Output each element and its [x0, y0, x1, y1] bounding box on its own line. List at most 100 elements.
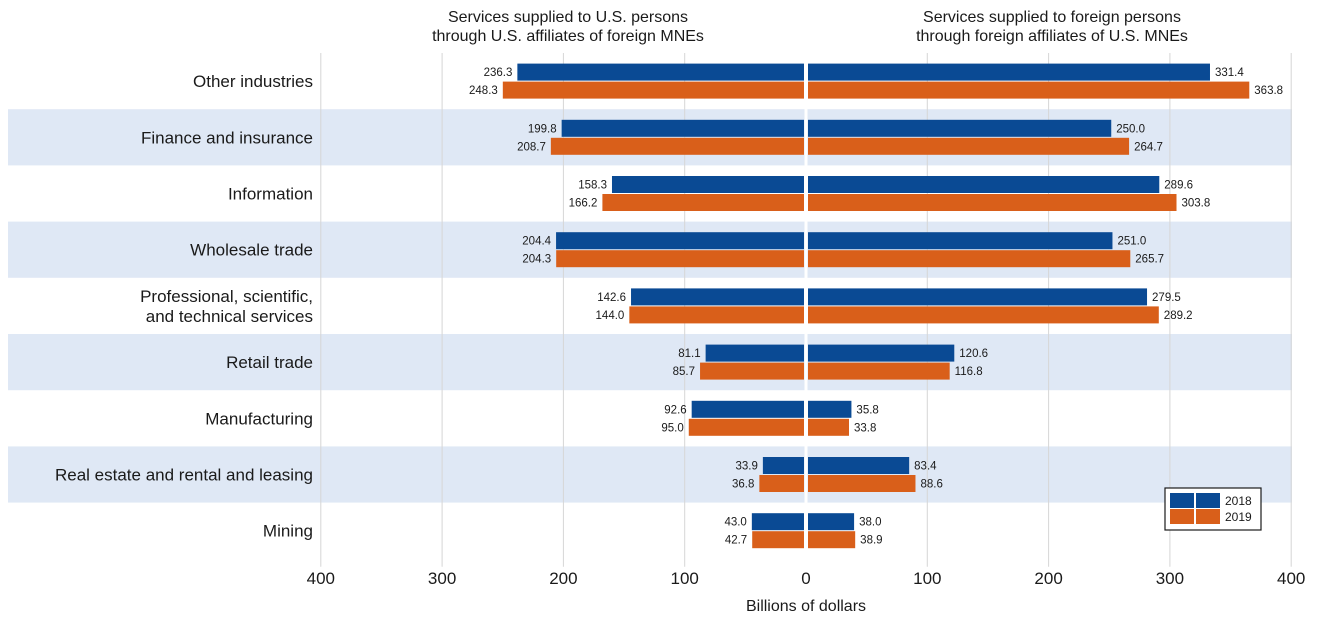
bar-right-2019: [808, 418, 849, 436]
panel-title-left: through U.S. affiliates of foreign MNEs: [432, 28, 704, 45]
data-label-right: 289.2: [1164, 310, 1193, 322]
x-tick-label: 200: [549, 569, 577, 588]
category-labels: Other industries Finance and insurance Inf…: [55, 72, 313, 541]
data-label-right: 35.8: [856, 404, 878, 416]
category-label: and technical services: [146, 307, 313, 326]
legend-label: 2018: [1225, 494, 1252, 508]
bar-right-2019: [808, 250, 1131, 268]
data-label-left: 36.8: [732, 479, 754, 491]
bar-right-2019: [808, 81, 1250, 99]
category-label: Mining: [263, 522, 313, 541]
data-label-right: 83.4: [914, 461, 937, 473]
bar-right-2018: [808, 63, 1210, 81]
panel-title-right: through foreign affiliates of U.S. MNEs: [916, 28, 1188, 45]
row-band: [8, 446, 1292, 503]
row-band: [8, 109, 1292, 166]
data-label-left: 42.7: [725, 535, 747, 547]
bar-right-2018: [808, 288, 1148, 306]
bars: [502, 63, 1250, 549]
category-label: Other industries: [193, 72, 313, 91]
bar-left-2018: [762, 457, 804, 474]
x-tick-label: 300: [1156, 569, 1184, 588]
bar-right-2019: [808, 531, 856, 549]
data-label-left: 142.6: [597, 292, 626, 304]
bar-right-2018: [808, 400, 852, 418]
data-label-right: 331.4: [1215, 67, 1244, 79]
bar-left-2018: [751, 513, 804, 531]
panel-title-right: Services supplied to foreign persons: [923, 9, 1181, 26]
data-label-right: 250.0: [1116, 123, 1145, 135]
legend-label: 2019: [1225, 510, 1252, 524]
data-label-right: 264.7: [1134, 141, 1163, 153]
bar-left-2019: [752, 531, 804, 549]
legend-swatch-left: [1170, 509, 1194, 524]
panel-title-left: Services supplied to U.S. persons: [448, 9, 688, 26]
data-label-left: 158.3: [578, 180, 607, 192]
data-label-right: 303.8: [1182, 198, 1211, 210]
data-label-right: 289.6: [1164, 180, 1193, 192]
bar-right-2019: [808, 362, 950, 380]
data-label-left: 199.8: [528, 123, 557, 135]
bar-left-2019: [629, 306, 804, 324]
x-axis-title: Billions of dollars: [746, 598, 866, 615]
bar-right-2018: [808, 513, 855, 531]
category-label: Real estate and rental and leasing: [55, 466, 313, 485]
bar-left-2019: [688, 418, 804, 436]
bar-left-2019: [602, 194, 804, 211]
data-label-left: 144.0: [596, 310, 625, 322]
legend-swatch-right: [1196, 493, 1220, 508]
category-label: Professional, scientific,: [140, 287, 313, 306]
data-label-left: 236.3: [484, 67, 513, 79]
data-label-right: 38.0: [859, 517, 881, 529]
category-label: Manufacturing: [205, 409, 313, 428]
bar-left-2019: [502, 81, 804, 99]
data-label-left: 204.3: [522, 254, 551, 266]
bar-right-2018: [808, 457, 910, 474]
category-label: Wholesale trade: [190, 241, 313, 260]
row-band: [8, 334, 1292, 391]
row-band: [8, 221, 1292, 278]
bar-left-2018: [517, 63, 804, 81]
data-label-right: 265.7: [1135, 254, 1164, 266]
x-tick-label: 0: [801, 569, 810, 588]
bar-right-2019: [808, 194, 1177, 211]
bar-left-2018: [691, 400, 804, 418]
alternating-bands: [8, 109, 1292, 503]
bar-left-2019: [550, 137, 804, 155]
bar-left-2018: [556, 232, 804, 250]
legend-swatch-left: [1170, 493, 1194, 508]
bar-right-2019: [808, 306, 1159, 324]
x-tick-label: 300: [428, 569, 456, 588]
data-label-left: 85.7: [673, 366, 695, 378]
data-label-right: 38.9: [860, 535, 882, 547]
x-tick-label: 200: [1034, 569, 1062, 588]
data-label-left: 248.3: [469, 85, 498, 97]
x-tick-label: 400: [1277, 569, 1305, 588]
bar-right-2019: [808, 475, 916, 492]
data-label-left: 204.4: [522, 236, 551, 248]
x-tick-labels: 400 300 200 100 0 100 200 300 400: [307, 569, 1306, 588]
data-label-right: 251.0: [1117, 236, 1146, 248]
x-tick-label: 100: [671, 569, 699, 588]
bar-left-2018: [631, 288, 804, 306]
bar-right-2018: [808, 176, 1160, 193]
x-tick-label: 100: [913, 569, 941, 588]
bar-left-2018: [705, 344, 804, 362]
panel-titles: Services supplied to U.S. persons through…: [432, 9, 1188, 45]
data-label-right: 33.8: [854, 422, 876, 434]
bar-left-2019: [556, 250, 804, 268]
bar-right-2018: [808, 119, 1112, 137]
bar-right-2019: [808, 137, 1130, 155]
data-label-right: 120.6: [959, 348, 988, 360]
data-label-left: 43.0: [724, 517, 746, 529]
data-label-left: 208.7: [517, 141, 546, 153]
x-tick-label: 400: [307, 569, 335, 588]
data-label-left: 81.1: [678, 348, 700, 360]
category-label: Information: [228, 185, 313, 204]
category-label: Retail trade: [226, 353, 313, 372]
bar-left-2019: [759, 475, 804, 492]
data-label-right: 88.6: [920, 479, 942, 491]
bar-left-2018: [561, 119, 804, 137]
legend: 2018 2019: [1164, 487, 1262, 531]
